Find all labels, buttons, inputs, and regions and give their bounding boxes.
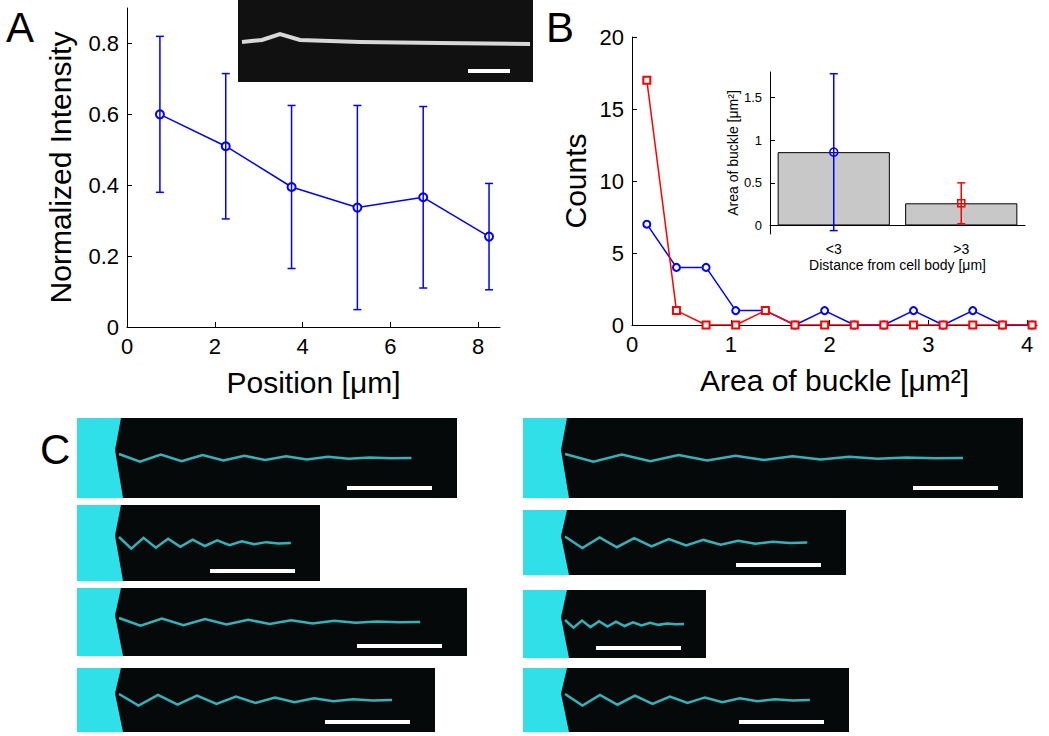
svg-text:Distance from cell body [μm]: Distance from cell body [μm] [809,257,986,273]
svg-text:1: 1 [755,133,762,148]
svg-text:2: 2 [209,334,221,359]
svg-text:8: 8 [472,334,484,359]
svg-text:4: 4 [1021,332,1033,357]
svg-text:5: 5 [612,241,624,266]
svg-text:0: 0 [755,218,762,233]
svg-text:0.5: 0.5 [744,175,762,190]
svg-text:1.5: 1.5 [744,90,762,105]
svg-text:0: 0 [121,334,133,359]
svg-text:C: C [40,426,70,473]
svg-text:Area of buckle [μm²]: Area of buckle [μm²] [700,364,969,397]
svg-text:4: 4 [296,334,308,359]
svg-text:0: 0 [612,313,624,338]
svg-text:10: 10 [600,169,624,194]
svg-text:0.6: 0.6 [88,102,119,127]
svg-text:0.4: 0.4 [88,173,119,198]
svg-text:1: 1 [725,332,737,357]
svg-text:B: B [546,4,574,51]
svg-text:6: 6 [384,334,396,359]
svg-text:Normalized Intensity: Normalized Intensity [44,32,77,304]
svg-text:<3: <3 [826,241,842,257]
svg-text:0: 0 [626,332,638,357]
svg-text:Counts: Counts [559,133,592,228]
svg-text:2: 2 [823,332,835,357]
svg-text:3: 3 [922,332,934,357]
svg-text:A: A [6,4,34,51]
svg-text:20: 20 [600,25,624,50]
svg-text:15: 15 [600,97,624,122]
svg-text:0.2: 0.2 [88,244,119,269]
svg-text:0.8: 0.8 [88,31,119,56]
svg-text:Position [μm]: Position [μm] [226,366,400,399]
svg-text:0: 0 [107,315,119,340]
svg-text:Area of buckle [μm²]: Area of buckle [μm²] [725,90,741,216]
svg-text:>3: >3 [953,241,969,257]
